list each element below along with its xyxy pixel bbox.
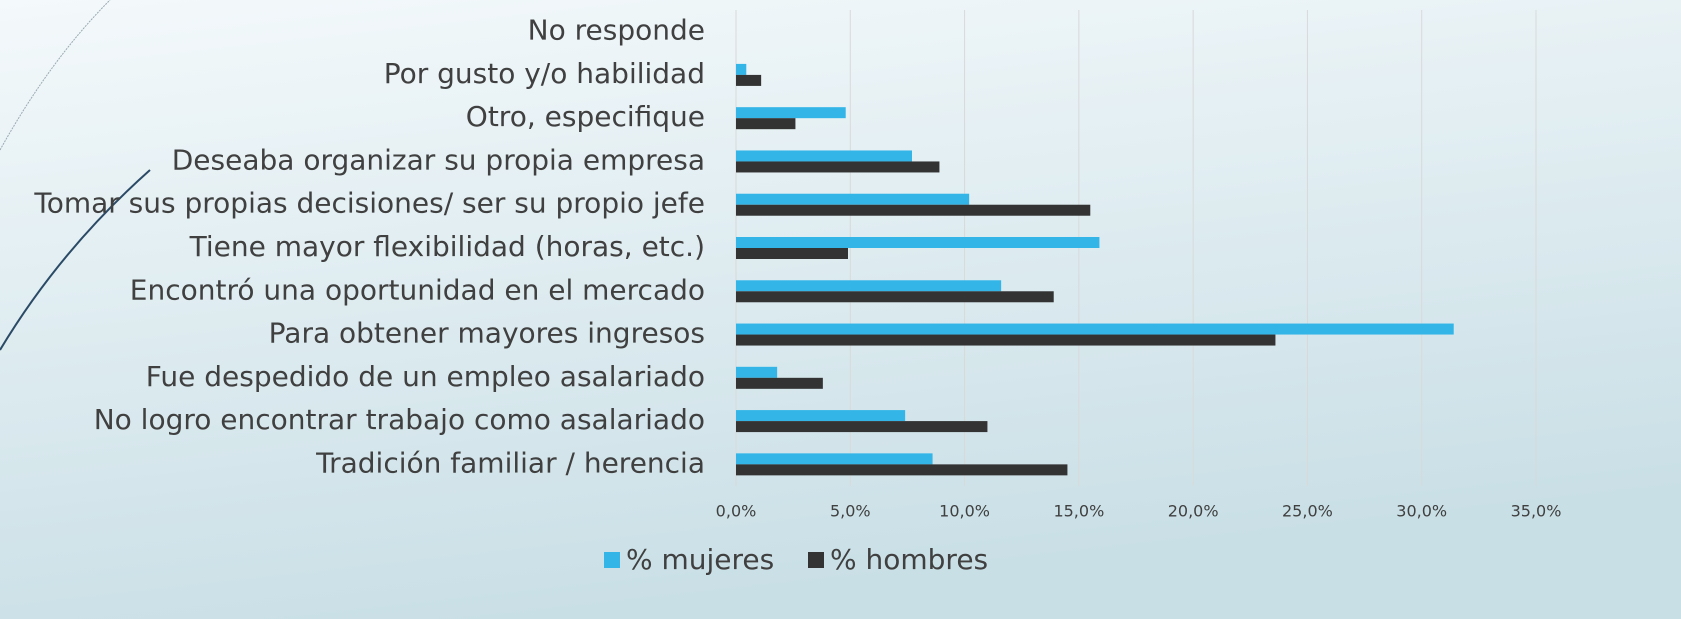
y-tick-label: Para obtener mayores ingresos xyxy=(269,317,705,350)
y-tick-label: Tradición familiar / herencia xyxy=(315,446,705,479)
y-tick-label: Fue despedido de un empleo asalariado xyxy=(146,360,705,393)
bar xyxy=(736,464,1068,476)
y-tick-label: No logro encontrar trabajo como asalaria… xyxy=(94,403,705,436)
bar xyxy=(736,366,778,378)
x-tick-label: 10,0% xyxy=(939,502,990,521)
x-tick-label: 25,0% xyxy=(1282,502,1333,521)
x-tick-label: 35,0% xyxy=(1511,502,1562,521)
bar xyxy=(736,421,988,433)
bar xyxy=(736,74,762,86)
y-tick-label: Otro, especifique xyxy=(466,100,705,133)
bar xyxy=(736,63,747,75)
y-tick-label: Tiene mayor flexibilidad (horas, etc.) xyxy=(189,230,705,263)
bar xyxy=(736,334,1276,346)
y-tick-label: Deseaba organizar su propia empresa xyxy=(172,143,705,176)
x-tick-label: 20,0% xyxy=(1168,502,1219,521)
bar xyxy=(736,193,970,205)
x-tick-label: 15,0% xyxy=(1053,502,1104,521)
decor-curve xyxy=(0,169,151,351)
bar xyxy=(736,453,933,465)
y-tick-label: Por gusto y/o habilidad xyxy=(384,57,705,90)
legend-swatch xyxy=(604,552,620,568)
x-tick-label: 0,0% xyxy=(716,502,757,521)
legend-swatch xyxy=(808,552,824,568)
bar xyxy=(736,237,1100,248)
legend-label: % hombres xyxy=(830,543,988,576)
x-tick-label: 5,0% xyxy=(830,502,871,521)
y-tick-label: No responde xyxy=(528,14,705,47)
bar xyxy=(736,150,912,162)
bar xyxy=(736,323,1454,335)
bar xyxy=(736,280,1002,292)
bar xyxy=(736,248,848,259)
bar xyxy=(736,410,906,422)
bar xyxy=(736,118,796,130)
bar xyxy=(736,161,940,173)
y-tick-label: Encontró una oportunidad en el mercado xyxy=(130,273,705,306)
decor-line xyxy=(0,0,111,151)
legend-label: % mujeres xyxy=(626,543,774,576)
bar xyxy=(736,377,823,389)
y-tick-label: Tomar sus propias decisiones/ ser su pro… xyxy=(33,187,705,220)
bar xyxy=(736,291,1054,303)
x-tick-label: 30,0% xyxy=(1396,502,1447,521)
bar xyxy=(736,107,846,119)
bar xyxy=(736,204,1091,216)
